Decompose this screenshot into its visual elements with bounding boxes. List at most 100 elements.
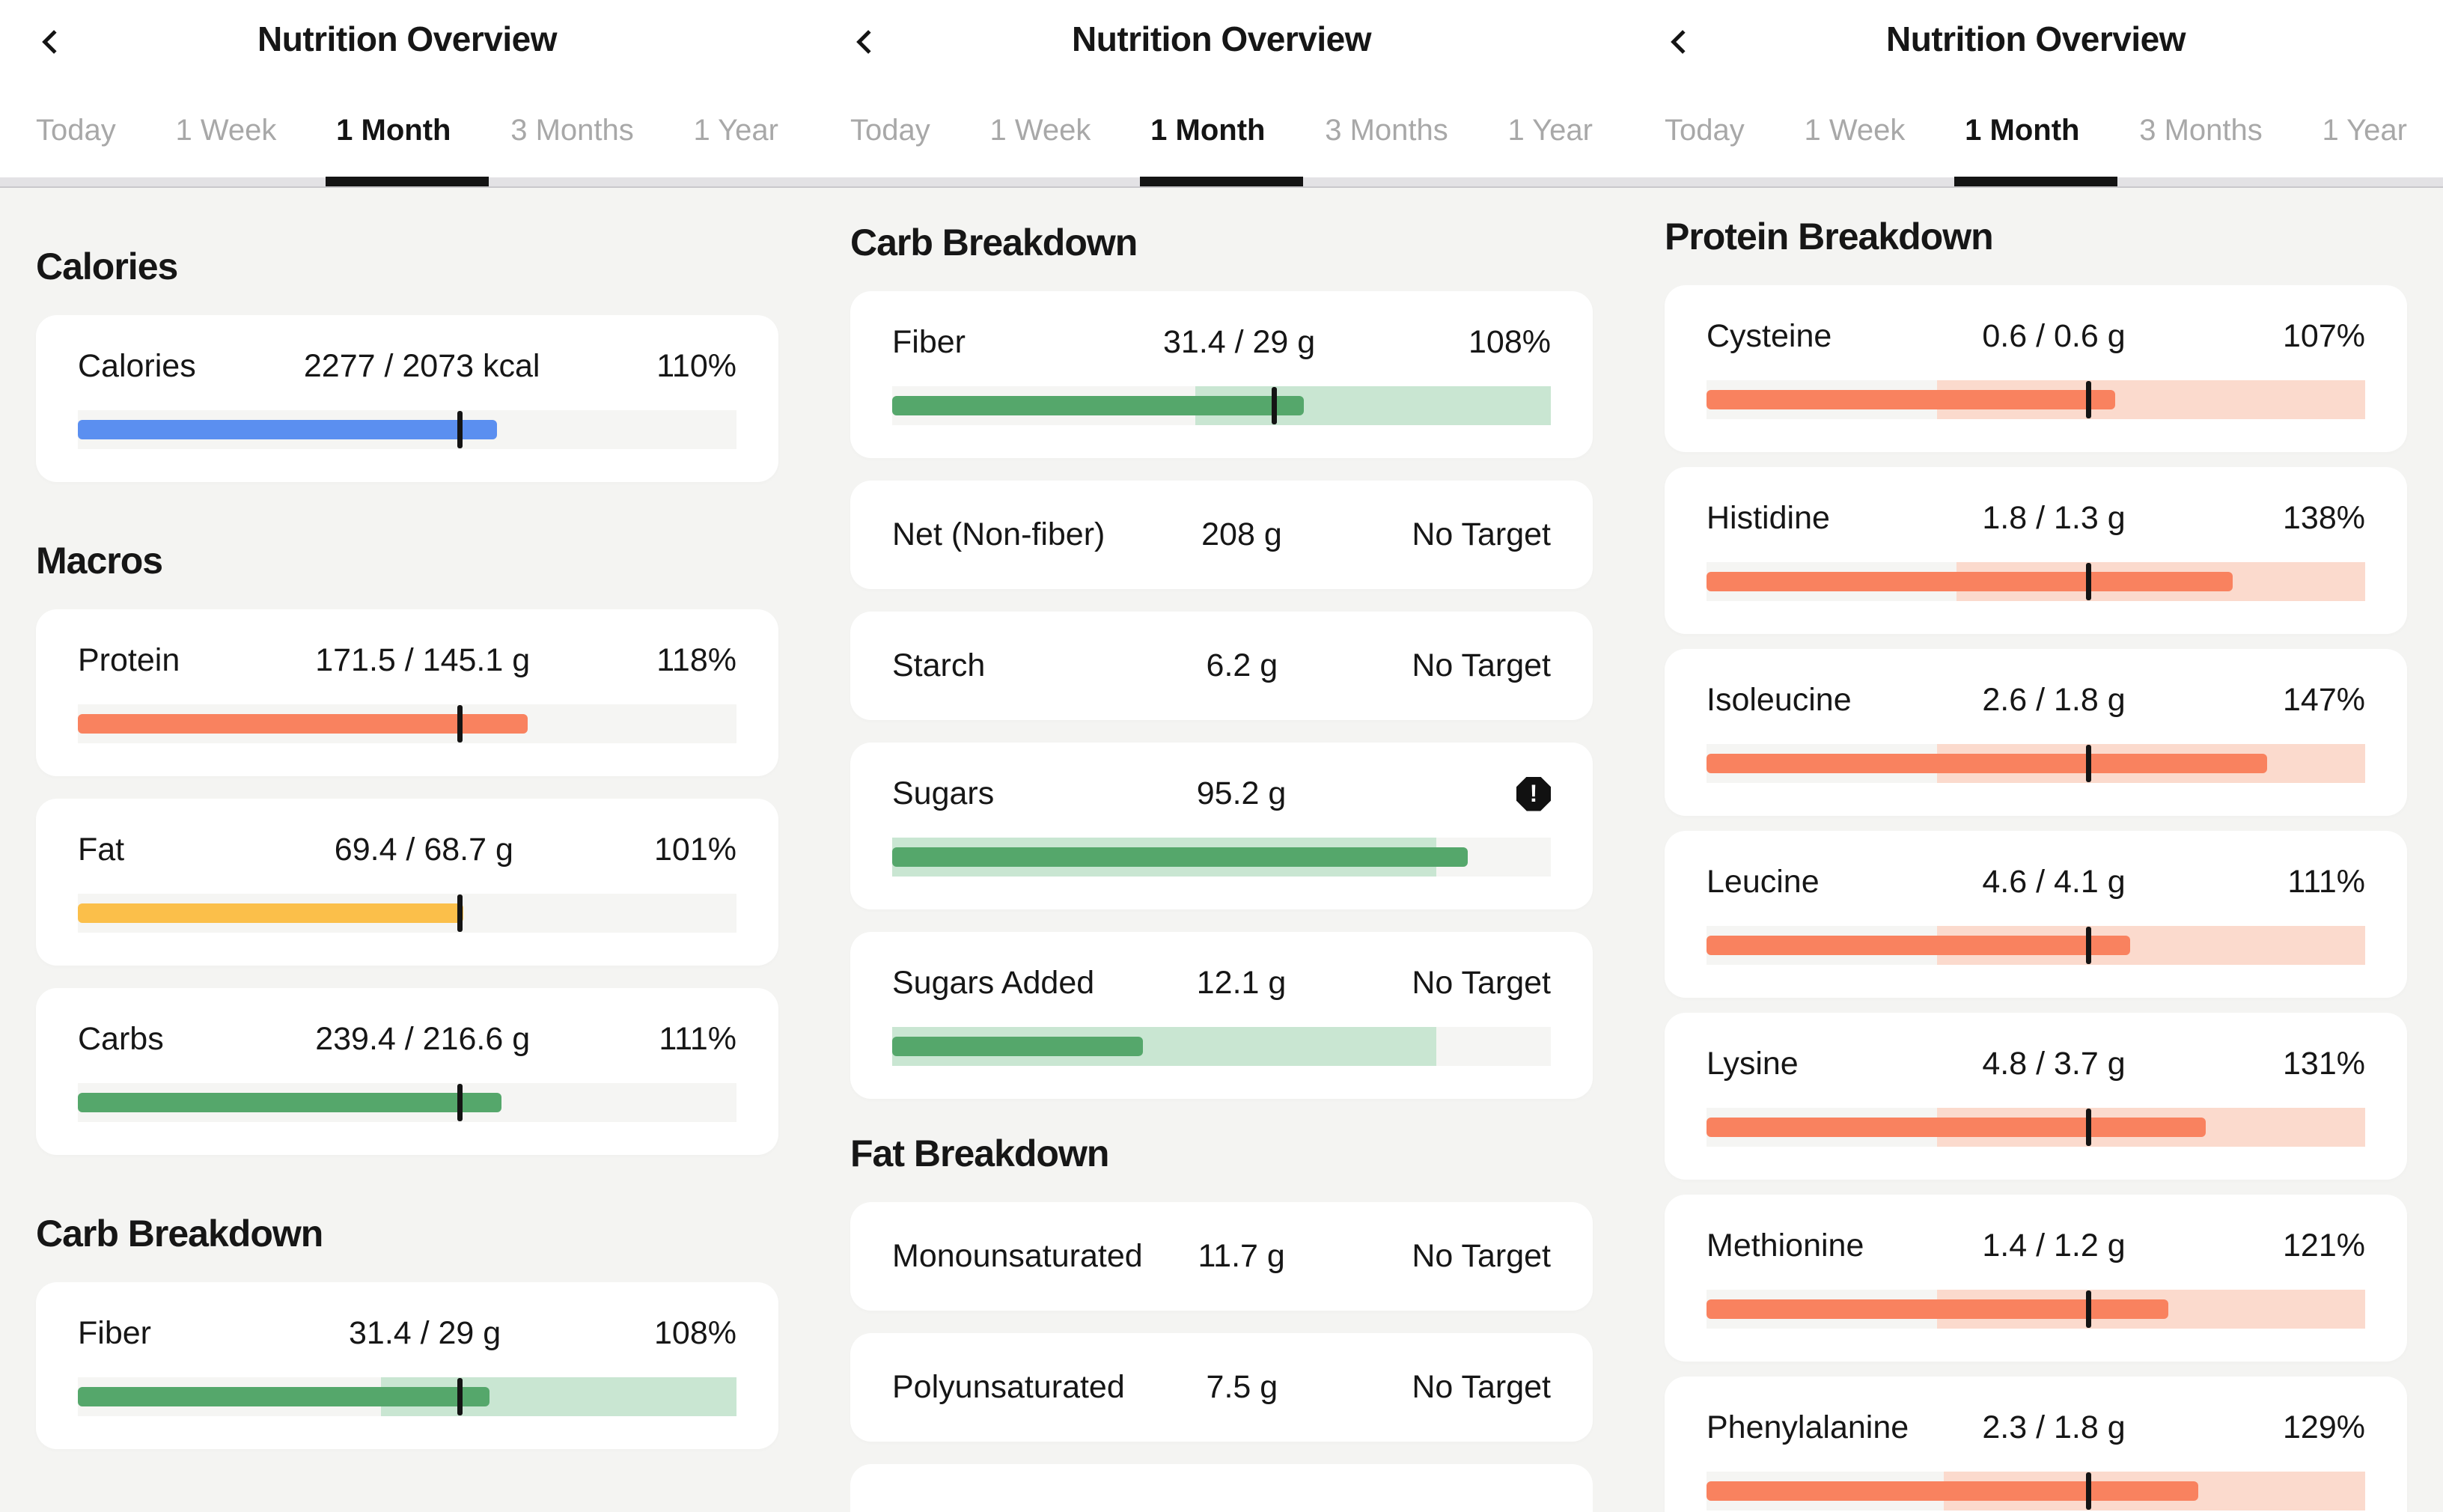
nutrient-card-net-non-fiber-[interactable]: Net (Non-fiber) 208 g No Target	[850, 481, 1593, 589]
tab-3-months[interactable]: 3 Months	[510, 114, 634, 147]
nutrient-label: Calories	[78, 348, 196, 384]
progress-bar	[78, 410, 736, 449]
nutrient-percent: 107%	[2283, 318, 2365, 354]
nutrient-label: Monounsaturated	[892, 1238, 1143, 1274]
nutrient-label: Methionine	[1707, 1228, 1864, 1263]
active-tab-indicator	[326, 177, 489, 186]
nutrient-row: Sugars 95.2 g!	[892, 775, 1551, 812]
nutrient-value: 12.1 g	[1196, 965, 1287, 1001]
nutrient-card-calories[interactable]: Calories 2277 / 2073 kcal 110%	[36, 315, 778, 482]
nutrient-percent: 138%	[2283, 500, 2365, 536]
phone-screen-calories-macros: Nutrition Overview Today 1 Week 1 Month 3 M…	[0, 0, 814, 1512]
nutrient-card-histidine[interactable]: Histidine 1.8 / 1.3 g 138%	[1665, 467, 2407, 634]
nutrient-row: Isoleucine 2.6 / 1.8 g 147%	[1707, 682, 2365, 719]
nutrient-card-isoleucine[interactable]: Isoleucine 2.6 / 1.8 g 147%	[1665, 649, 2407, 816]
nutrient-card-cysteine[interactable]: Cysteine 0.6 / 0.6 g 107%	[1665, 285, 2407, 452]
tab-today[interactable]: Today	[36, 114, 116, 147]
header: Nutrition Overview Today 1 Week 1 Month 3 M…	[0, 0, 814, 188]
nutrient-card-polyunsaturated[interactable]: Polyunsaturated 7.5 g No Target	[850, 1333, 1593, 1442]
back-button[interactable]	[844, 21, 886, 63]
progress-bar	[1707, 562, 2365, 601]
nutrient-card-fiber[interactable]: Fiber 31.4 / 29 g 108%	[36, 1282, 778, 1449]
progress-fill	[78, 714, 528, 734]
nutrient-value: 4.8 / 3.7 g	[1982, 1046, 2126, 1082]
target-marker	[457, 411, 463, 448]
nutrient-percent: No Target	[1412, 1369, 1551, 1405]
nutrient-label: Sugars	[892, 775, 995, 811]
nutrient-value: 2277 / 2073 kcal	[303, 348, 540, 384]
tab-3-months[interactable]: 3 Months	[1325, 114, 1448, 147]
back-button[interactable]	[30, 21, 72, 63]
tab-1-month[interactable]: 1 Month	[336, 114, 451, 147]
nutrient-percent: 111%	[2287, 864, 2365, 900]
nutrient-card-monounsaturated[interactable]: Monounsaturated 11.7 g No Target	[850, 1202, 1593, 1311]
nutrient-percent: No Target	[1412, 1238, 1551, 1274]
tab-1-month[interactable]: 1 Month	[1965, 114, 2080, 147]
nutrient-value: 2.3 / 1.8 g	[1982, 1409, 2126, 1445]
progress-bar	[78, 1377, 736, 1416]
tab-1-week[interactable]: 1 Week	[989, 114, 1091, 147]
tab-1-week[interactable]: 1 Week	[175, 114, 277, 147]
phone-screen-protein-breakdown: Nutrition Overview Today 1 Week 1 Month 3 M…	[1629, 0, 2443, 1512]
nutrient-value: 11.7 g	[1198, 1238, 1285, 1274]
progress-fill	[1707, 1299, 2168, 1319]
progress-fill	[78, 903, 463, 923]
progress-bar	[892, 838, 1551, 877]
header: Nutrition Overview Today 1 Week 1 Month 3 M…	[814, 0, 1629, 188]
tab-1-week[interactable]: 1 Week	[1804, 114, 1906, 147]
nutrient-card-carbs[interactable]: Carbs 239.4 / 216.6 g 111%	[36, 988, 778, 1155]
section-heading: Carb Breakdown	[36, 1213, 323, 1255]
nutrient-card-methionine[interactable]: Methionine 1.4 / 1.2 g 121%	[1665, 1195, 2407, 1362]
nutrient-label: Sugars Added	[892, 965, 1095, 1001]
time-range-tabs: Today 1 Week 1 Month 3 Months 1 Year	[0, 78, 814, 177]
nutrient-card-lysine[interactable]: Lysine 4.8 / 3.7 g 131%	[1665, 1013, 2407, 1180]
tab-3-months[interactable]: 3 Months	[2139, 114, 2263, 147]
phone-screen-carb-fat-breakdown: Nutrition Overview Today 1 Week 1 Month 3 M…	[814, 0, 1629, 1512]
nutrient-card-phenylalanine[interactable]: Phenylalanine 2.3 / 1.8 g 129%	[1665, 1377, 2407, 1512]
target-marker	[457, 1084, 463, 1121]
tab-1-year[interactable]: 1 Year	[1507, 114, 1593, 147]
nutrient-label: Fiber	[78, 1315, 151, 1351]
progress-bar	[1707, 1290, 2365, 1329]
nutrient-card-fiber[interactable]: Fiber 31.4 / 29 g 108%	[850, 291, 1593, 458]
nutrient-row: Calories 2277 / 2073 kcal 110%	[78, 348, 736, 385]
progress-fill	[1707, 754, 2267, 773]
nutrient-card-leucine[interactable]: Leucine 4.6 / 4.1 g 111%	[1665, 831, 2407, 998]
target-marker	[2085, 563, 2091, 600]
progress-fill	[1707, 936, 2130, 955]
target-marker	[2085, 1472, 2091, 1510]
tab-1-year[interactable]: 1 Year	[2322, 114, 2407, 147]
tab-today[interactable]: Today	[1665, 114, 1745, 147]
nutrient-row: Protein 171.5 / 145.1 g 118%	[78, 642, 736, 679]
progress-bar	[892, 1027, 1551, 1066]
nutrient-row: Polyunsaturated 7.5 g No Target	[892, 1369, 1551, 1406]
tab-1-month[interactable]: 1 Month	[1150, 114, 1266, 147]
nutrient-card-fat[interactable]: Fat 69.4 / 68.7 g 101%	[36, 799, 778, 966]
nutrient-percent: 147%	[2283, 682, 2365, 718]
progress-fill	[892, 847, 1468, 867]
nutrient-value: 208 g	[1201, 516, 1282, 552]
tab-today[interactable]: Today	[850, 114, 930, 147]
nutrient-row: Sugars Added 12.1 g No Target	[892, 965, 1551, 1002]
nutrient-card-starch[interactable]: Starch 6.2 g No Target	[850, 612, 1593, 720]
nutrient-card-protein[interactable]: Protein 171.5 / 145.1 g 118%	[36, 609, 778, 776]
partial-next-card[interactable]	[850, 1464, 1593, 1512]
nutrient-label: Fat	[78, 832, 125, 868]
nutrient-value: 2.6 / 1.8 g	[1982, 682, 2126, 718]
active-tab-indicator	[1954, 177, 2117, 186]
nutrient-card-sugars-added[interactable]: Sugars Added 12.1 g No Target	[850, 932, 1593, 1099]
nutrient-percent: 108%	[654, 1315, 736, 1351]
tab-strip	[814, 177, 1629, 188]
warning-icon[interactable]: !	[1516, 776, 1551, 811]
progress-bar	[1707, 1108, 2365, 1147]
screen-content: Carb Breakdown Fiber 31.4 / 29 g 108% Net (N…	[814, 188, 1629, 1512]
nutrient-value: 0.6 / 0.6 g	[1982, 318, 2126, 354]
progress-bar	[1707, 380, 2365, 419]
section-heading: Calories	[36, 246, 178, 287]
page-title: Nutrition Overview	[1886, 19, 2186, 58]
nutrient-row: Fiber 31.4 / 29 g 108%	[892, 324, 1551, 361]
tab-1-year[interactable]: 1 Year	[693, 114, 778, 147]
back-button[interactable]	[1659, 21, 1701, 63]
nutrient-card-sugars[interactable]: Sugars 95.2 g!	[850, 743, 1593, 909]
